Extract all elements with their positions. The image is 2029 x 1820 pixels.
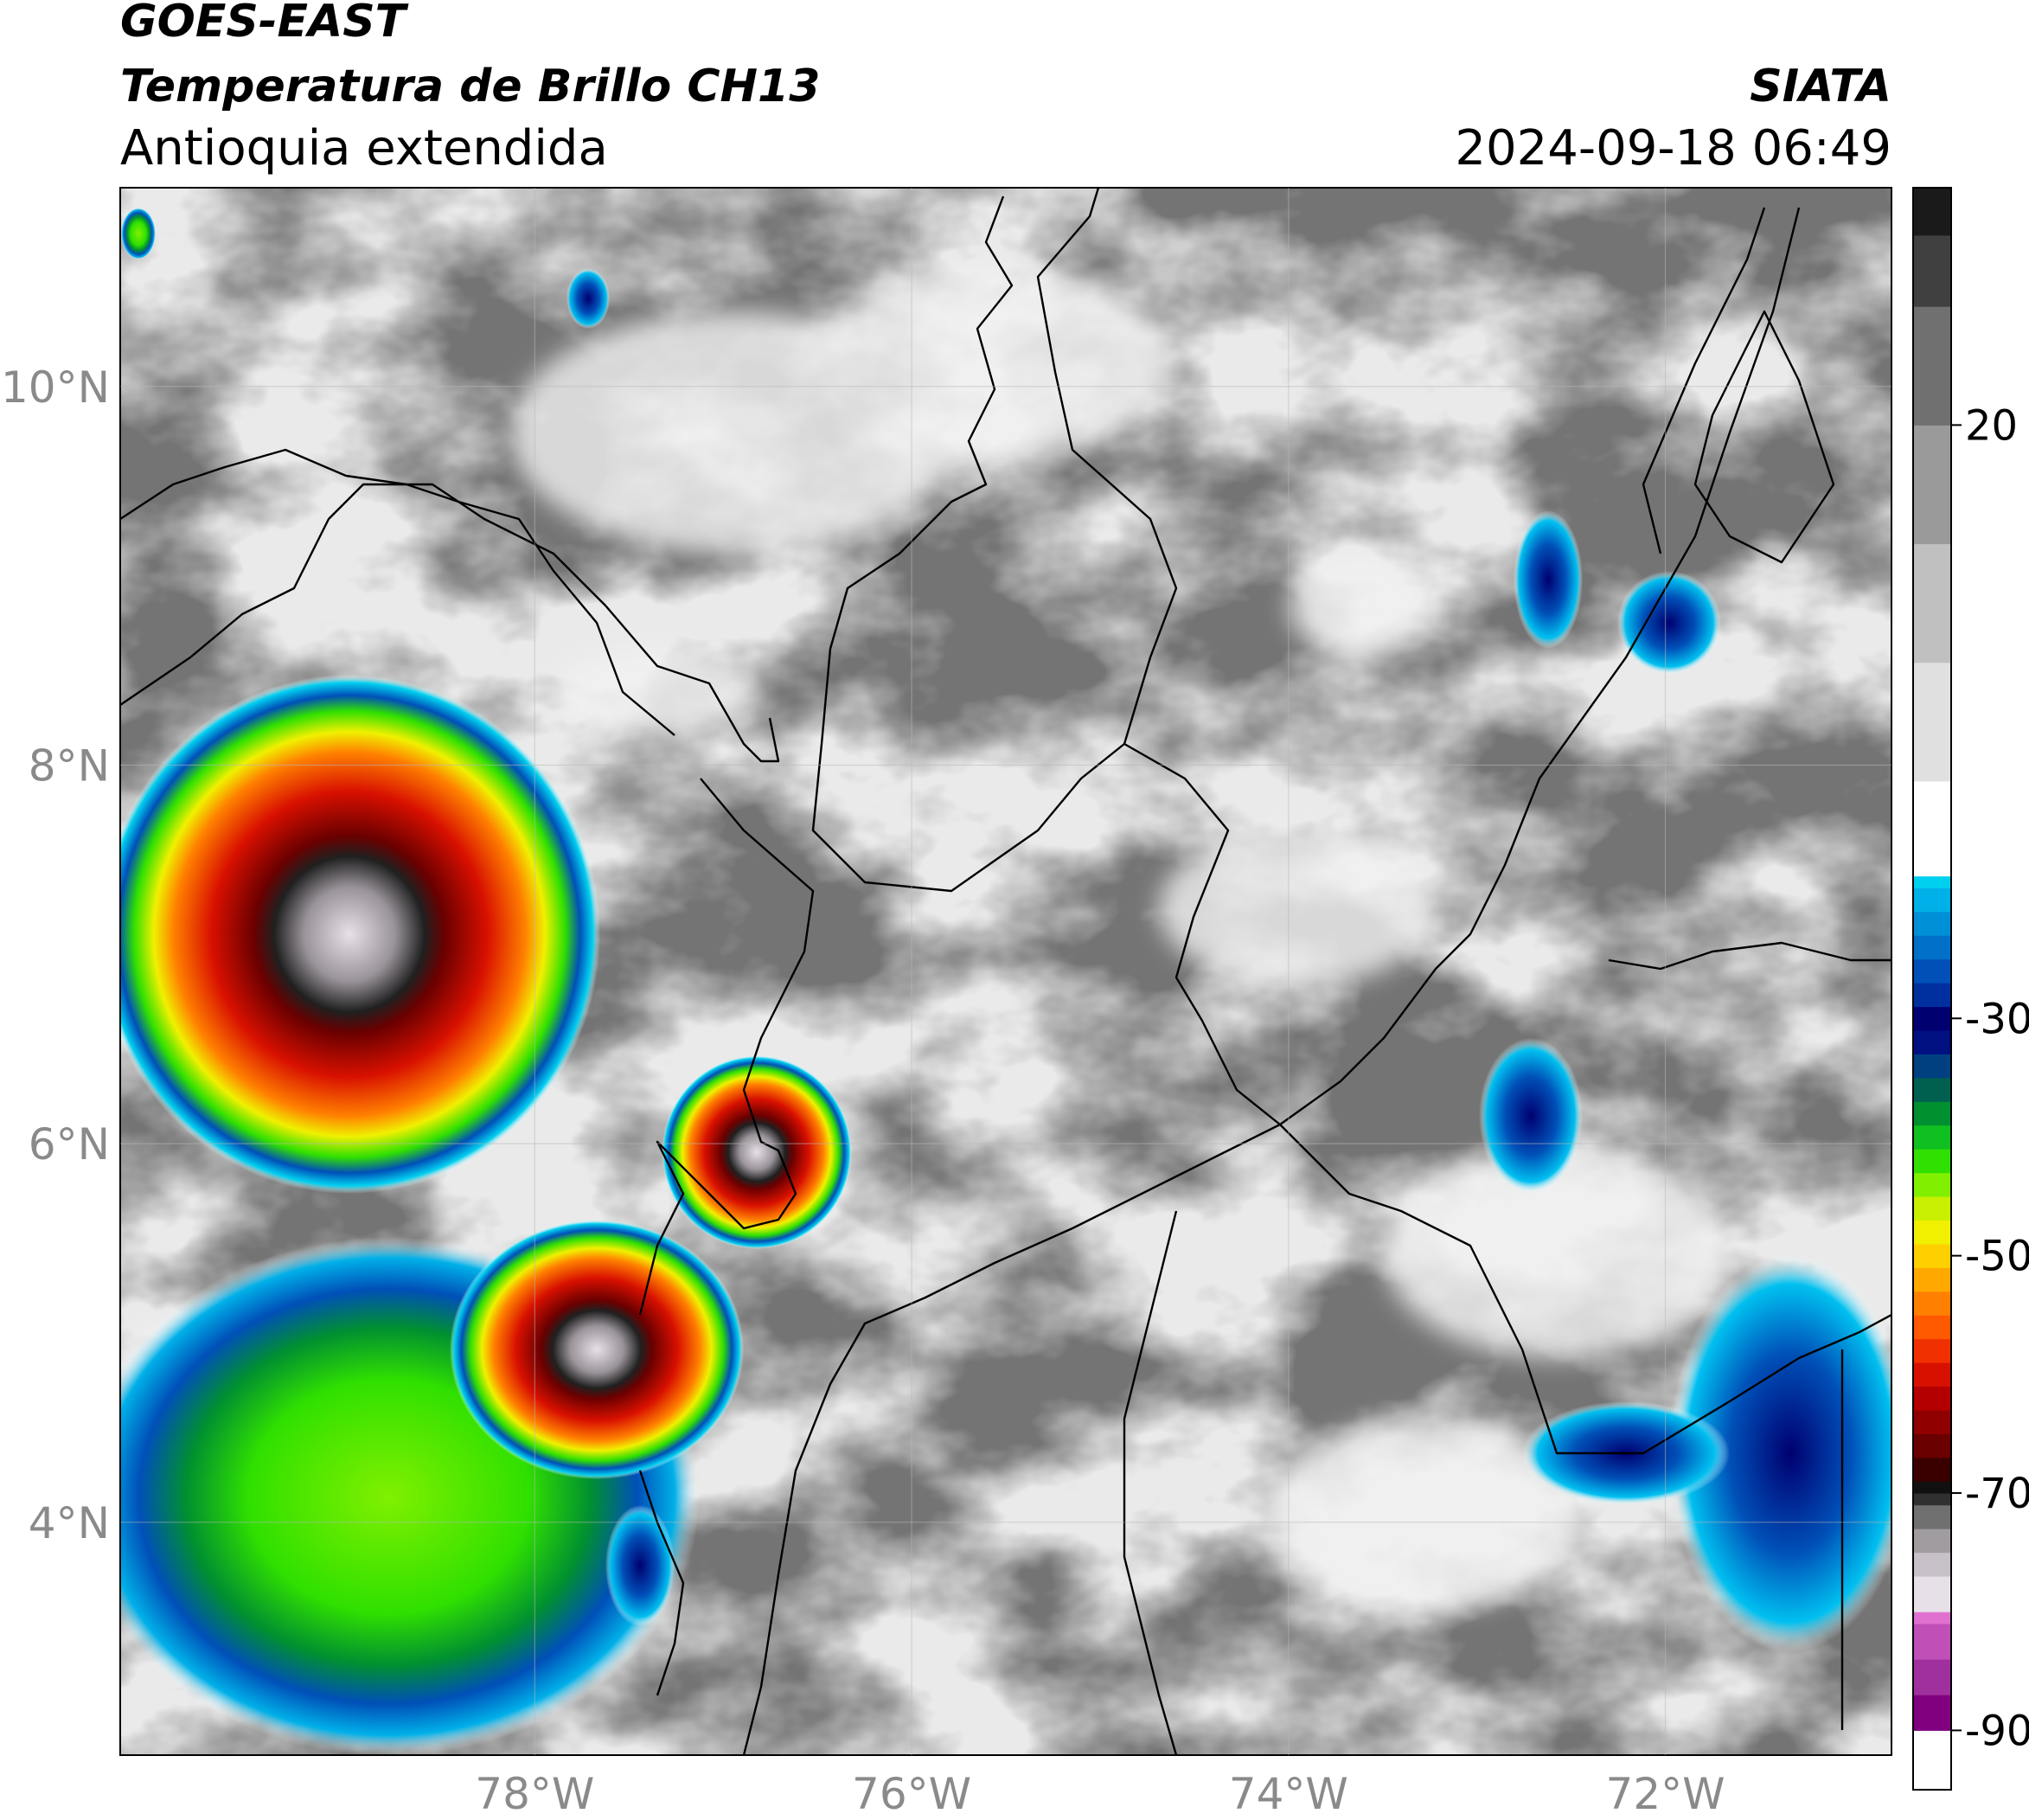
satellite-map — [120, 188, 1891, 1755]
x-tick-label: 76°W — [852, 1769, 971, 1817]
colorbar-segment — [1913, 1196, 1951, 1221]
map-frame — [119, 187, 1892, 1756]
x-tick-label: 72°W — [1606, 1769, 1725, 1817]
colorbar-segment — [1913, 1243, 1951, 1268]
colorbar-segment — [1913, 1267, 1951, 1292]
y-tick-label: 6°N — [29, 1119, 110, 1170]
colorbar-segment — [1913, 543, 1951, 663]
colorbar-segment — [1913, 1054, 1951, 1079]
colorbar-segment — [1913, 234, 1951, 307]
colorbar-segment — [1913, 1552, 1951, 1577]
colorbar-segment — [1913, 1730, 1951, 1791]
y-tick-label: 8°N — [29, 740, 110, 791]
x-tick-label: 74°W — [1229, 1769, 1348, 1817]
colorbar-segment — [1913, 1457, 1951, 1482]
coastlines-and-borders — [120, 188, 1891, 1755]
colorbar-segment — [1913, 875, 1951, 888]
subtitle: Temperatura de Brillo CH13 — [120, 61, 820, 112]
colorbar-segment — [1913, 1386, 1951, 1411]
y-tick-label: 4°N — [29, 1498, 110, 1548]
colorbar-segment — [1913, 662, 1951, 782]
colorbar-segment — [1913, 1410, 1951, 1434]
colorbar-segment — [1913, 1481, 1951, 1494]
colorbar-segment — [1913, 1695, 1951, 1731]
colorbar-segment — [1913, 1101, 1951, 1126]
datetime: 2024-09-18 06:49 — [1455, 120, 1891, 176]
colorbar-segment — [1913, 935, 1951, 960]
colorbar-segment — [1913, 958, 1951, 984]
colorbar-segment — [1913, 1149, 1951, 1174]
colorbar-segment — [1913, 1433, 1951, 1458]
colorbar-segment — [1913, 1006, 1951, 1031]
colorbar-segment — [1913, 1077, 1951, 1102]
colorbar-segment — [1913, 888, 1951, 913]
region: Antioquia extendida — [120, 120, 608, 176]
colorbar-tick-label: -70 — [1965, 1470, 2029, 1518]
convective-cells — [120, 208, 1891, 1755]
title: GOES-EAST — [120, 0, 409, 48]
colorbar-segment — [1913, 1220, 1951, 1245]
source: SIATA — [1750, 61, 1891, 112]
colorbar-segment — [1913, 1493, 1951, 1506]
colorbar-segment — [1913, 1612, 1951, 1625]
colorbar-segment — [1913, 983, 1951, 1008]
colorbar-segment — [1913, 1362, 1951, 1387]
colorbar-segment — [1913, 1030, 1951, 1054]
colorbar-segment — [1913, 1172, 1951, 1197]
graticule: 78°W 76°W 74°W 72°W 10°N 8°N 6°N 4°N — [1, 188, 1891, 1819]
colorbar-segment — [1913, 1623, 1951, 1660]
colorbar-segment — [1913, 780, 1951, 877]
y-tick-label: 10°N — [1, 362, 110, 413]
colorbar: 20 -30 -50 -70 -90 — [1913, 188, 2029, 1791]
colorbar-segment — [1913, 1528, 1951, 1554]
colorbar-tick-label: -90 — [1965, 1707, 2029, 1755]
x-tick-label: 78°W — [475, 1769, 594, 1817]
colorbar-tick-label: 20 — [1965, 401, 2018, 450]
colorbar-segment — [1913, 1576, 1951, 1612]
colorbar-segment — [1913, 1659, 1951, 1695]
colorbar-segment — [1913, 1315, 1951, 1340]
colorbar-segment — [1913, 1338, 1951, 1363]
colorbar-segment — [1913, 1504, 1951, 1529]
colorbar-segment — [1913, 1291, 1951, 1316]
colorbar-segment — [1913, 1125, 1951, 1150]
colorbar-segment — [1913, 306, 1951, 426]
colorbar-frame — [1912, 187, 1952, 1791]
colorbar-segment — [1913, 425, 1951, 545]
colorbar-segment — [1913, 911, 1951, 936]
colorbar-segment — [1913, 188, 1951, 236]
colorbar-tick-label: -30 — [1965, 995, 2029, 1043]
colorbar-tick-label: -50 — [1965, 1233, 2029, 1281]
